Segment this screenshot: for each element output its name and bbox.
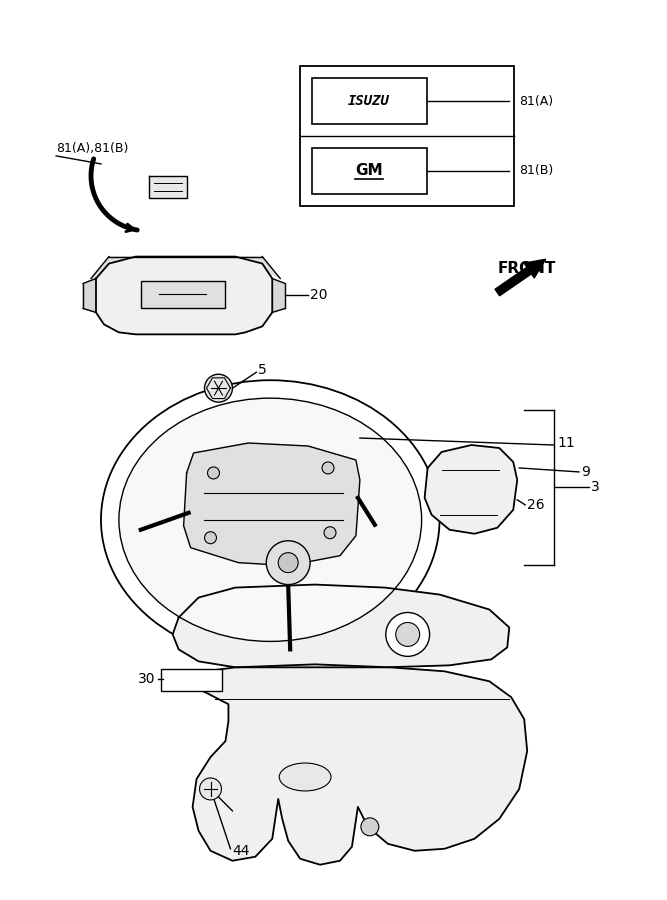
Circle shape	[266, 541, 310, 585]
Bar	[161, 670, 223, 691]
Circle shape	[205, 532, 217, 544]
Polygon shape	[193, 664, 527, 865]
Ellipse shape	[279, 763, 331, 791]
Polygon shape	[272, 278, 285, 312]
Ellipse shape	[101, 380, 440, 660]
FancyArrow shape	[495, 259, 546, 296]
Text: 44: 44	[232, 844, 250, 858]
Polygon shape	[83, 278, 96, 312]
Text: 81(B): 81(B)	[519, 165, 554, 177]
Circle shape	[386, 613, 430, 656]
Circle shape	[322, 462, 334, 474]
Polygon shape	[96, 256, 272, 335]
Text: 30: 30	[138, 672, 155, 687]
Bar	[312, 148, 427, 194]
Bar	[300, 67, 514, 206]
Polygon shape	[91, 256, 280, 278]
Text: 81(A): 81(A)	[519, 94, 554, 108]
Bar	[312, 78, 427, 124]
Bar	[141, 281, 225, 309]
Circle shape	[396, 623, 420, 646]
Circle shape	[278, 553, 298, 572]
Text: 5: 5	[258, 364, 267, 377]
Text: 20: 20	[310, 289, 327, 302]
Text: 81(A),81(B): 81(A),81(B)	[56, 142, 129, 156]
Circle shape	[361, 818, 379, 836]
Circle shape	[324, 526, 336, 539]
Polygon shape	[173, 585, 510, 667]
Circle shape	[207, 467, 219, 479]
Polygon shape	[149, 176, 187, 198]
Text: FRONT: FRONT	[498, 261, 556, 276]
Polygon shape	[183, 443, 360, 565]
Ellipse shape	[119, 398, 422, 642]
Text: 26: 26	[527, 498, 545, 512]
Polygon shape	[425, 445, 517, 534]
Text: ISUZU: ISUZU	[348, 94, 390, 108]
Text: GM: GM	[355, 164, 383, 178]
Text: 11: 11	[557, 436, 575, 450]
Text: 3: 3	[591, 480, 600, 494]
Text: 9: 9	[581, 465, 590, 479]
Circle shape	[205, 374, 232, 402]
Circle shape	[199, 778, 221, 800]
